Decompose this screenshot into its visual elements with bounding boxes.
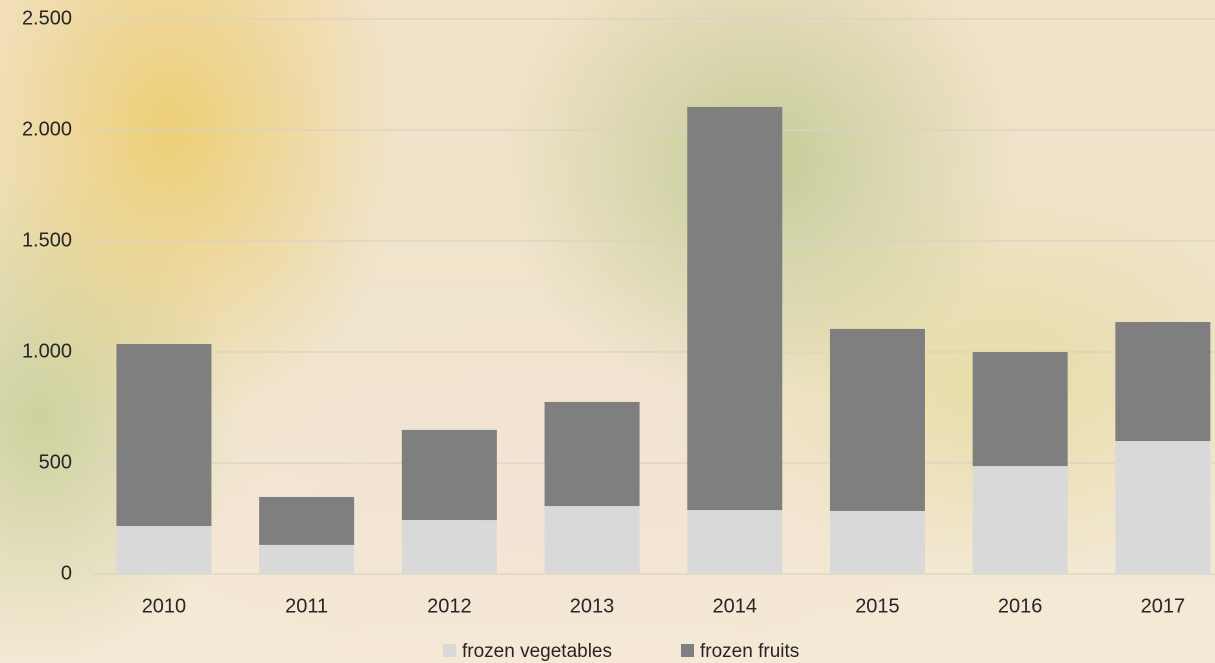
bar-segment — [259, 497, 354, 545]
legend-swatch — [443, 644, 456, 657]
bar-segment — [1115, 441, 1210, 574]
bar-segment — [1115, 322, 1210, 441]
bar-segment — [545, 402, 640, 506]
bar-segment — [687, 510, 782, 574]
legend-swatch — [681, 644, 694, 657]
x-tick-label: 2010 — [142, 595, 187, 617]
y-tick-label: 1.500 — [22, 229, 72, 251]
x-tick-label: 2014 — [713, 595, 758, 617]
legend-label: frozen vegetables — [462, 641, 612, 662]
bar-segment — [402, 520, 497, 574]
x-tick-label: 2016 — [998, 595, 1043, 617]
y-tick-label: 500 — [39, 451, 72, 473]
bar-segment — [830, 329, 925, 511]
page: {"chart_data": {"type": "stacked_bar", "… — [0, 0, 1215, 663]
bar-segment — [545, 506, 640, 574]
legend-label: frozen fruits — [700, 641, 799, 662]
x-tick-label: 2012 — [427, 595, 472, 617]
bar-segment — [973, 352, 1068, 466]
x-tick-label: 2013 — [570, 595, 615, 617]
y-tick-label: 2.500 — [22, 7, 72, 29]
bar-segment — [116, 344, 211, 526]
x-tick-label: 2017 — [1141, 595, 1186, 617]
bar-segment — [116, 526, 211, 574]
bar-segment — [687, 107, 782, 510]
bar-segment — [402, 430, 497, 520]
chart: 0 500 1.000 1.500 2.000 2.500 2010 2011 2012 2013… — [0, 0, 1215, 663]
x-tick-label: 2015 — [855, 595, 900, 617]
y-tick-label: 1.000 — [22, 340, 72, 362]
bar-segment — [973, 466, 1068, 574]
x-tick-label: 2011 — [285, 595, 328, 617]
bar-segment — [259, 545, 354, 574]
y-tick-label: 2.000 — [22, 118, 72, 140]
bar-segment — [830, 511, 925, 574]
y-tick-label: 0 — [61, 562, 72, 584]
